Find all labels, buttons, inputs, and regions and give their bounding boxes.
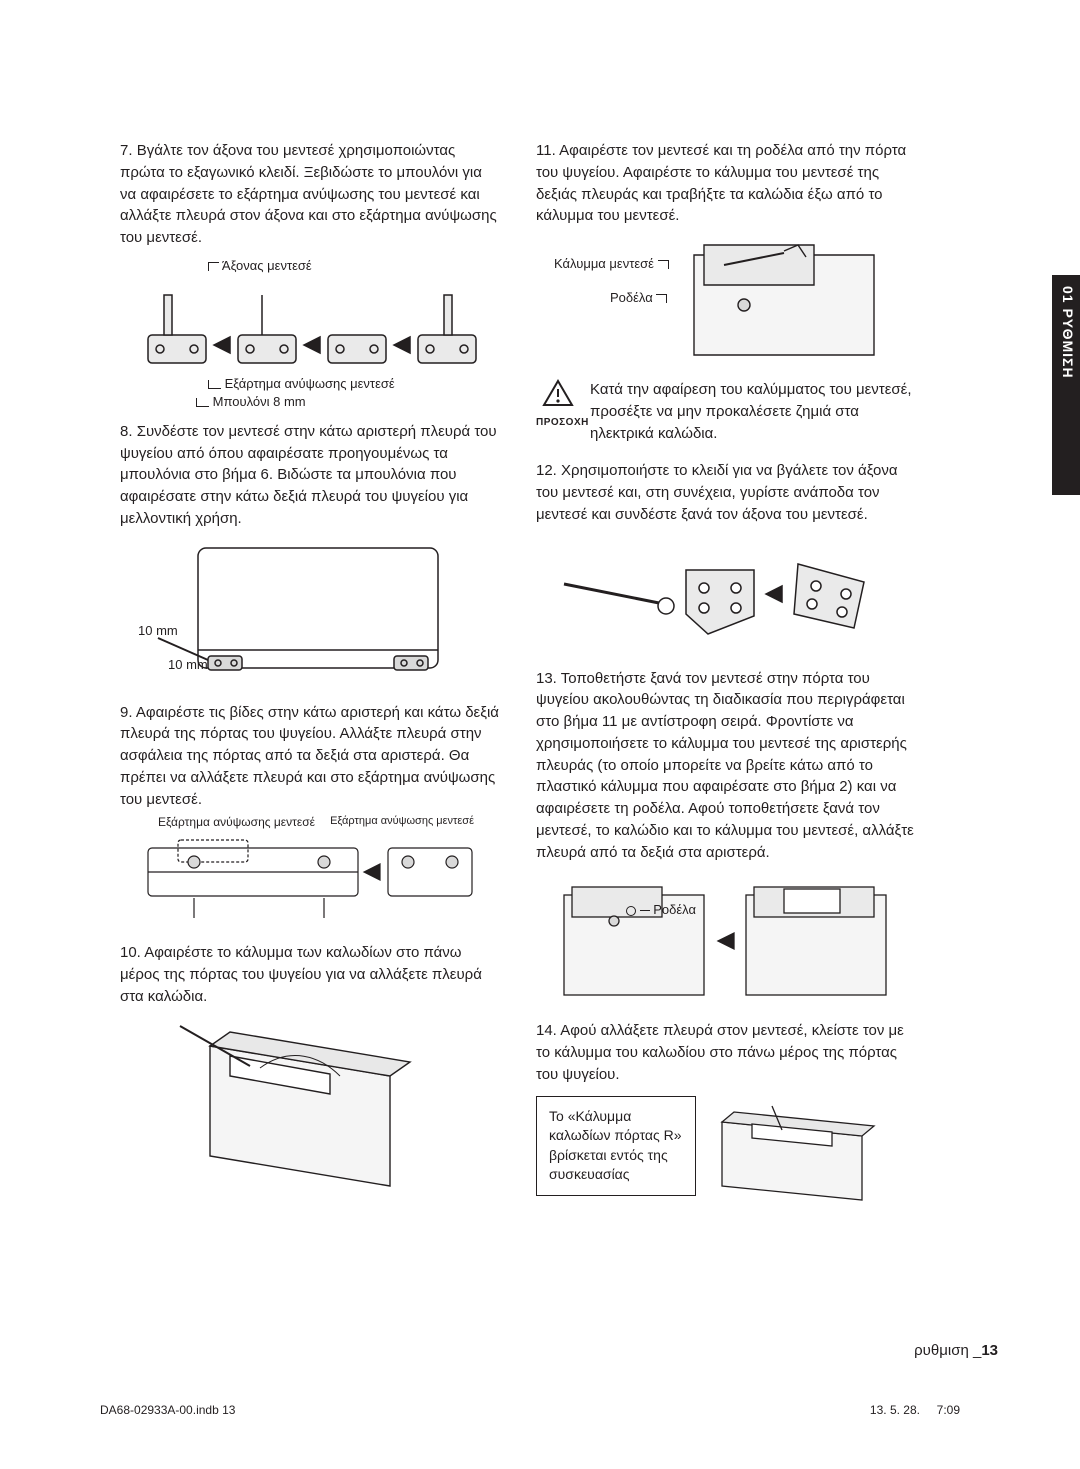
label-lift-part: Εξάρτημα ανύψωσης μεντεσέ (208, 375, 395, 394)
step-text: Αφαιρέστε τις βίδες στην κάτω αριστερή κ… (120, 704, 499, 808)
figure-step12 (554, 534, 894, 654)
step-number: 10. (120, 944, 141, 961)
label-washer-13: Ροδέλα (626, 901, 696, 920)
step-14: 14. Αφού αλλάξετε πλευρά στον μεντεσέ, κ… (536, 1020, 916, 1205)
step-7: 7. Βγάλτε τον άξονα του μεντεσέ χρησιμοπ… (120, 140, 500, 407)
right-column: 11. Αφαιρέστε τον μεντεσέ και τη ροδέλα … (536, 140, 916, 1350)
note-box: Το «Κάλυμμα καλωδίων πόρτας R» βρίσκεται… (536, 1096, 696, 1196)
figure-step10 (170, 1016, 430, 1191)
label-lift-a: Εξάρτημα ανύψωσης μεντεσέ (158, 814, 315, 831)
page-number: 13 (981, 1342, 998, 1359)
left-column: 7. Βγάλτε τον άξονα του μεντεσέ χρησιμοπ… (120, 140, 500, 1350)
label-axis: Άξονας μεντεσέ (208, 257, 312, 276)
step-text: Τοποθετήστε ξανά τον μεντεσέ στην πόρτα … (536, 670, 914, 861)
caution-icon: ΠΡΟΣΟΧΗ (536, 379, 580, 430)
step-13: 13. Τοποθετήστε ξανά τον μεντεσέ στην πό… (536, 668, 916, 1007)
step-text: Χρησιμοποιήστε το κλειδί για να βγάλετε … (536, 462, 898, 523)
step-10: 10. Αφαιρέστε το κάλυμμα των καλωδίων στ… (120, 942, 500, 1190)
figure-step14 (712, 1096, 882, 1206)
step-8: 8. Συνδέστε τον μεντεσέ στην κάτω αριστε… (120, 421, 500, 688)
diagram-wire-cover (170, 1016, 430, 1191)
figure-step8: 10 mm 10 mm (138, 538, 478, 688)
footer-date: 13. 5. 28. (870, 1403, 920, 1417)
page-number-line: ρυθμιση _13 (914, 1342, 998, 1359)
page-label: ρυθμιση _ (914, 1342, 981, 1359)
figure-step9: Εξάρτημα ανύψωσης μεντεσέ Εξάρτημα ανύψω… (138, 818, 478, 928)
step-number: 14. (536, 1022, 557, 1039)
caution-block: ΠΡΟΣΟΧΗ Κατά την αφαίρεση του καλύμματος… (536, 379, 916, 444)
diagram-door-bottom (138, 818, 478, 928)
step-number: 8. (120, 423, 133, 440)
step-number: 9. (120, 704, 133, 721)
caution-label: ΠΡΟΣΟΧΗ (536, 416, 580, 431)
footer-right: 13. 5. 28. 7:09 (870, 1403, 960, 1417)
label-10mm-a: 10 mm (138, 622, 178, 641)
step-11: 11. Αφαιρέστε τον μεντεσέ και τη ροδέλα … (536, 140, 916, 365)
footer-left: DA68-02933A-00.indb 13 (100, 1403, 235, 1417)
caution-text: Κατά την αφαίρεση του καλύμματος του μεν… (590, 379, 916, 444)
two-column-layout: 7. Βγάλτε τον άξονα του μεντεσέ χρησιμοπ… (120, 140, 1010, 1350)
step-text: Συνδέστε τον μεντεσέ στην κάτω αριστερή … (120, 423, 497, 527)
step-9: 9. Αφαιρέστε τις βίδες στην κάτω αριστερ… (120, 702, 500, 929)
diagram-flip-hinge (554, 534, 894, 654)
manual-page: 01 ΡΥΘΜΙΣΗ 7. Βγάλτε τον άξονα του μεντε… (0, 0, 1080, 1469)
step-text: Αφαιρέστε τον μεντεσέ και τη ροδέλα από … (536, 142, 906, 224)
figure-step7: Άξονας μεντεσέ (138, 257, 478, 407)
label-washer: Ροδέλα (610, 289, 667, 308)
label-lift-b: Εξάρτημα ανύψωσης μεντεσέ (330, 814, 474, 830)
figure-step13: Ροδέλα (554, 871, 894, 1006)
step-text: Αφαιρέστε το κάλυμμα των καλωδίων στο πά… (120, 944, 482, 1005)
label-hinge-cover: Κάλυμμα μεντεσέ (554, 255, 669, 274)
step-number: 13. (536, 670, 557, 687)
step-text: Αφού αλλάξετε πλευρά στον μεντεσέ, κλείσ… (536, 1022, 904, 1083)
step-number: 7. (120, 142, 133, 159)
side-tab-section: 01 ΡΥΘΜΙΣΗ (1056, 286, 1076, 379)
label-bolt: Μπουλόνι 8 mm (196, 393, 306, 412)
step-number: 12. (536, 462, 557, 479)
step-number: 11. (536, 142, 556, 159)
diagram-wire-cover-close (712, 1096, 882, 1206)
step-text: Βγάλτε τον άξονα του μεντεσέ χρησιμοποιώ… (120, 142, 497, 246)
step-12: 12. Χρησιμοποιήστε το κλειδί για να βγάλ… (536, 460, 916, 653)
label-10mm-b: 10 mm (168, 656, 208, 675)
footer-time: 7:09 (937, 1403, 960, 1417)
figure-step11: Κάλυμμα μεντεσέ Ροδέλα (554, 235, 894, 365)
diagram-reinstall-hinge (554, 871, 894, 1006)
